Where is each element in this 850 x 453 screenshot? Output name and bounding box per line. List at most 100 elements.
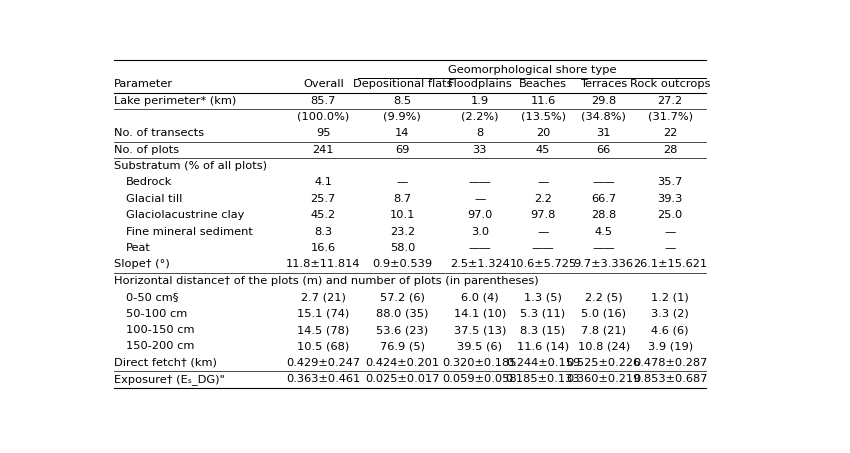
Text: Exposure† (Eₛ_DG)": Exposure† (Eₛ_DG)" [114, 374, 225, 385]
Text: 6.0 (4): 6.0 (4) [461, 292, 499, 302]
Text: 8.3 (15): 8.3 (15) [520, 325, 565, 335]
Text: 11.6: 11.6 [530, 96, 556, 106]
Text: 66: 66 [597, 145, 611, 155]
Text: —: — [397, 178, 408, 188]
Text: 57.2 (6): 57.2 (6) [380, 292, 425, 302]
Text: (34.8%): (34.8%) [581, 112, 626, 122]
Text: Direct fetch† (km): Direct fetch† (km) [114, 358, 217, 368]
Text: 1.3 (5): 1.3 (5) [524, 292, 562, 302]
Text: 95: 95 [316, 128, 331, 138]
Text: —: — [537, 178, 549, 188]
Text: 0.424±0.201: 0.424±0.201 [366, 358, 439, 368]
Text: 15.1 (74): 15.1 (74) [298, 308, 349, 318]
Text: 39.5 (6): 39.5 (6) [457, 342, 502, 352]
Text: 4.1: 4.1 [314, 178, 332, 188]
Text: 25.7: 25.7 [311, 194, 336, 204]
Text: (100.0%): (100.0%) [298, 112, 349, 122]
Text: ——: —— [468, 243, 491, 253]
Text: 29.8: 29.8 [591, 96, 616, 106]
Text: (13.5%): (13.5%) [520, 112, 565, 122]
Text: 1.2 (1): 1.2 (1) [651, 292, 689, 302]
Text: 2.2: 2.2 [534, 194, 552, 204]
Text: Terraces: Terraces [580, 79, 627, 90]
Text: 69: 69 [395, 145, 410, 155]
Text: 3.0: 3.0 [471, 226, 489, 236]
Text: Bedrock: Bedrock [126, 178, 173, 188]
Text: 33: 33 [473, 145, 487, 155]
Text: 8.7: 8.7 [394, 194, 411, 204]
Text: 11.6 (14): 11.6 (14) [517, 342, 569, 352]
Text: ——: —— [592, 178, 615, 188]
Text: Geomorphological shore type: Geomorphological shore type [448, 65, 616, 75]
Text: 20: 20 [536, 128, 550, 138]
Text: 45: 45 [536, 145, 550, 155]
Text: 50-100 cm: 50-100 cm [126, 308, 187, 318]
Text: 16.6: 16.6 [311, 243, 336, 253]
Text: Peat: Peat [126, 243, 151, 253]
Text: —: — [665, 243, 676, 253]
Text: 14.1 (10): 14.1 (10) [454, 308, 506, 318]
Text: (31.7%): (31.7%) [648, 112, 693, 122]
Text: Overall: Overall [303, 79, 343, 90]
Text: 10.1: 10.1 [389, 210, 415, 220]
Text: No. of transects: No. of transects [114, 128, 204, 138]
Text: —: — [474, 194, 485, 204]
Text: Floodplains: Floodplains [447, 79, 513, 90]
Text: Substratum (% of all plots): Substratum (% of all plots) [114, 161, 267, 171]
Text: 28: 28 [663, 145, 677, 155]
Text: 14: 14 [395, 128, 410, 138]
Text: Glacial till: Glacial till [126, 194, 183, 204]
Text: 76.9 (5): 76.9 (5) [380, 342, 425, 352]
Text: 25.0: 25.0 [658, 210, 683, 220]
Text: 3.3 (2): 3.3 (2) [651, 308, 689, 318]
Text: 100-150 cm: 100-150 cm [126, 325, 195, 335]
Text: —: — [537, 226, 549, 236]
Text: 37.5 (13): 37.5 (13) [454, 325, 506, 335]
Text: 2.5±1.324: 2.5±1.324 [450, 260, 510, 270]
Text: 0-50 cm§: 0-50 cm§ [126, 292, 178, 302]
Text: 0.025±0.017: 0.025±0.017 [366, 374, 439, 384]
Text: ——: —— [531, 243, 554, 253]
Text: ——: —— [592, 243, 615, 253]
Text: 3.9 (19): 3.9 (19) [648, 342, 693, 352]
Text: 0.9±0.539: 0.9±0.539 [372, 260, 433, 270]
Text: 31: 31 [597, 128, 611, 138]
Text: 0.244±0.159: 0.244±0.159 [506, 358, 581, 368]
Text: ——: —— [468, 178, 491, 188]
Text: Beaches: Beaches [519, 79, 567, 90]
Text: No. of plots: No. of plots [114, 145, 179, 155]
Text: 150-200 cm: 150-200 cm [126, 342, 195, 352]
Text: (9.9%): (9.9%) [383, 112, 422, 122]
Text: 88.0 (35): 88.0 (35) [377, 308, 428, 318]
Text: Fine mineral sediment: Fine mineral sediment [126, 226, 253, 236]
Text: Lake perimeter* (km): Lake perimeter* (km) [114, 96, 236, 106]
Text: 85.7: 85.7 [310, 96, 336, 106]
Text: 241: 241 [313, 145, 334, 155]
Text: 22: 22 [663, 128, 677, 138]
Text: 45.2: 45.2 [311, 210, 336, 220]
Text: 0.185±0.133: 0.185±0.133 [506, 374, 581, 384]
Text: 11.8±11.814: 11.8±11.814 [286, 260, 360, 270]
Text: 1.9: 1.9 [471, 96, 489, 106]
Text: 2.7 (21): 2.7 (21) [301, 292, 346, 302]
Text: 5.3 (11): 5.3 (11) [520, 308, 565, 318]
Text: 2.2 (5): 2.2 (5) [585, 292, 622, 302]
Text: —: — [665, 226, 676, 236]
Text: 0.360±0.219: 0.360±0.219 [566, 374, 641, 384]
Text: 0.853±0.687: 0.853±0.687 [633, 374, 707, 384]
Text: 28.8: 28.8 [591, 210, 616, 220]
Text: Depositional flats: Depositional flats [353, 79, 452, 90]
Text: Rock outcrops: Rock outcrops [630, 79, 711, 90]
Text: 39.3: 39.3 [657, 194, 683, 204]
Text: 66.7: 66.7 [591, 194, 616, 204]
Text: 14.5 (78): 14.5 (78) [298, 325, 349, 335]
Text: 97.0: 97.0 [467, 210, 492, 220]
Text: 0.320±0.185: 0.320±0.185 [443, 358, 517, 368]
Text: 58.0: 58.0 [389, 243, 415, 253]
Text: Horizontal distance† of the plots (m) and number of plots (in parentheses): Horizontal distance† of the plots (m) an… [114, 276, 539, 286]
Text: Parameter: Parameter [114, 79, 173, 90]
Text: 4.5: 4.5 [595, 226, 613, 236]
Text: 0.525±0.226: 0.525±0.226 [567, 358, 641, 368]
Text: 27.2: 27.2 [658, 96, 683, 106]
Text: 97.8: 97.8 [530, 210, 556, 220]
